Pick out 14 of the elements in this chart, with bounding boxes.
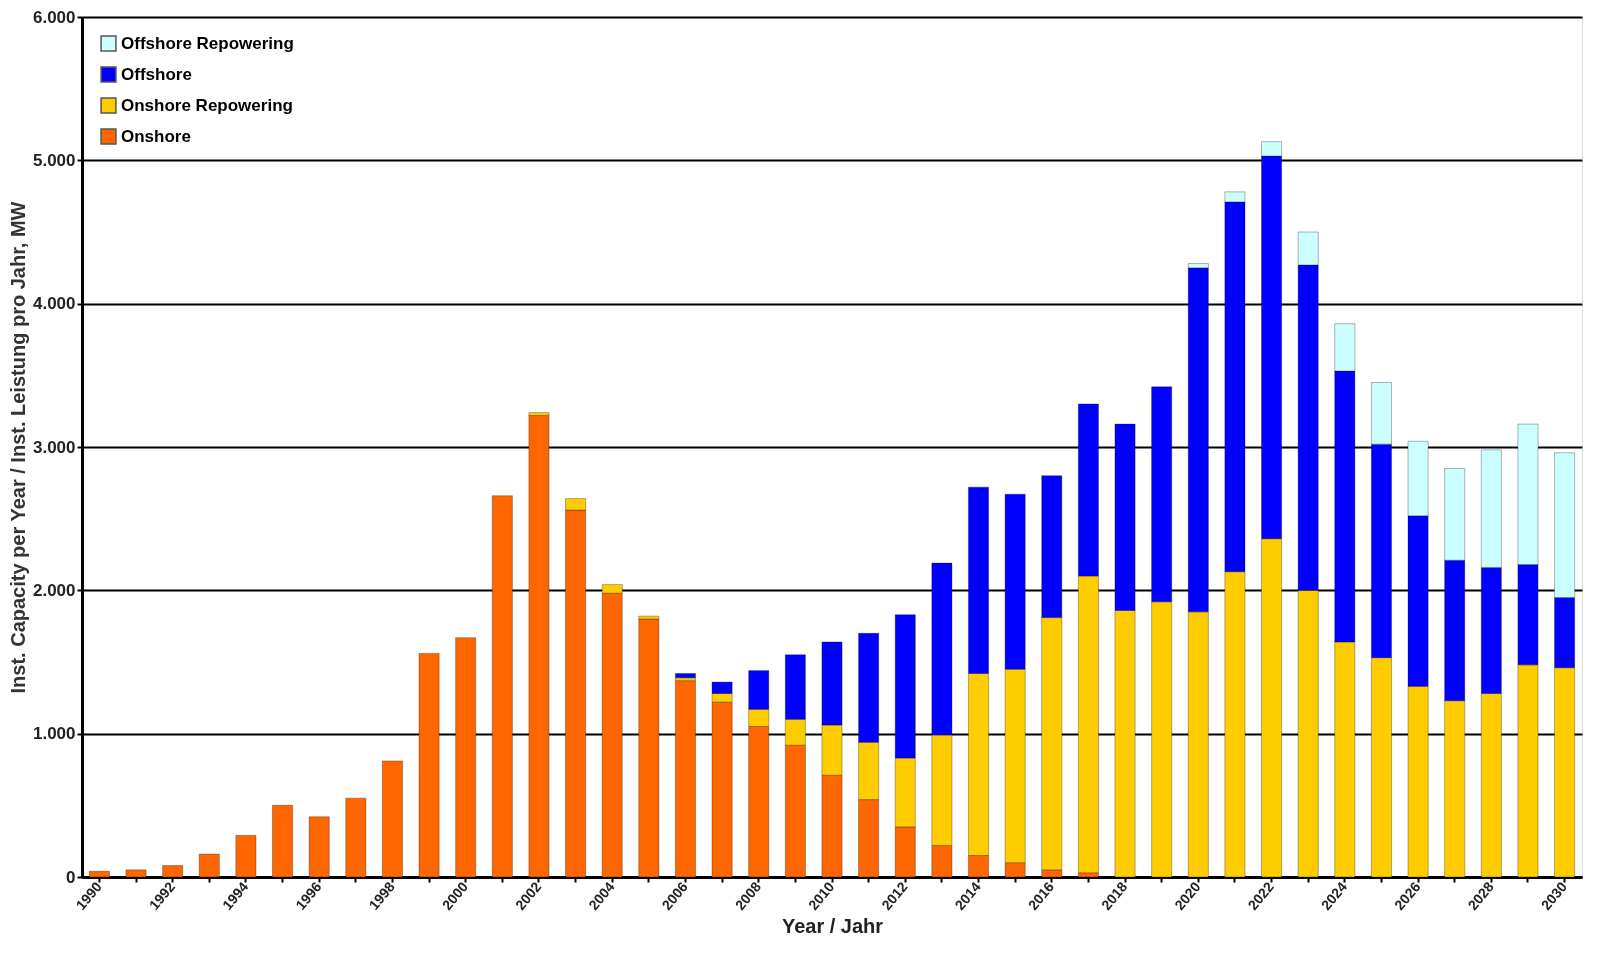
legend-label: Onshore — [121, 126, 191, 146]
y-tick-label: 5.000 — [32, 150, 76, 170]
y-tick-label: 2.000 — [32, 580, 76, 600]
y-tick-label: 6.000 — [32, 7, 76, 27]
y-tick-label: 3.000 — [32, 437, 76, 457]
legend-label: Onshore Repowering — [121, 95, 293, 115]
y-tick-label: 4.000 — [32, 294, 76, 314]
bar — [675, 673, 696, 679]
legend-label: Offshore Repowering — [121, 33, 294, 53]
y-tick-label: 1.000 — [32, 724, 76, 744]
legend-label: Offshore — [121, 64, 192, 84]
y-tick-label: 0 — [66, 867, 76, 887]
y-axis-title: Inst. Capacity per Year / Inst. Leistung pro Jahr, MW — [6, 201, 29, 694]
x-axis-title: Year / Jahr — [781, 914, 884, 937]
